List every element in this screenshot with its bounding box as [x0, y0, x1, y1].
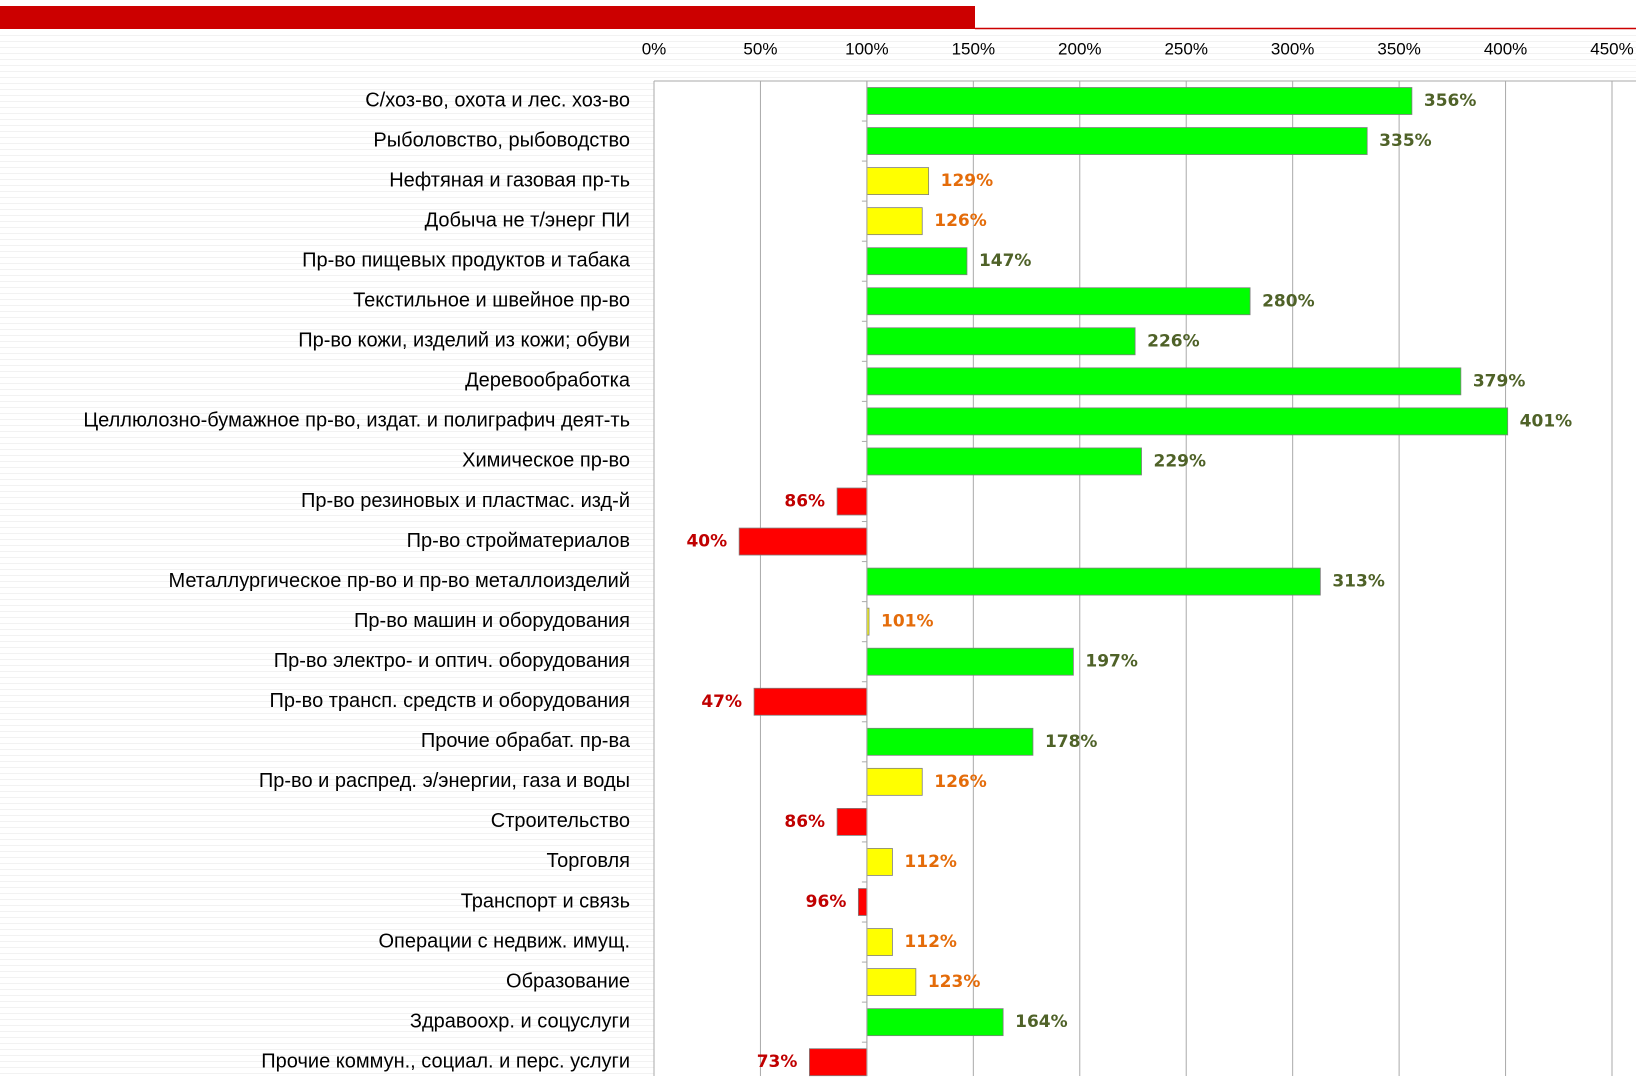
- category-label: Прочие коммун., социал. и перс. услуги: [261, 1050, 630, 1072]
- data-label: 226%: [1147, 331, 1200, 351]
- data-label: 379%: [1473, 371, 1526, 391]
- data-label: 40%: [686, 532, 727, 552]
- data-label: 96%: [806, 892, 847, 912]
- category-label: С/хоз-во, охота и лес. хоз-во: [365, 89, 630, 111]
- bar: [866, 367, 1462, 396]
- data-label: 401%: [1520, 411, 1573, 431]
- category-label: Целлюлозно-бумажное пр-во, издат. и поли…: [83, 410, 630, 432]
- category-label: Рыболовство, рыбоводство: [373, 129, 630, 151]
- category-label: Пр-во электро- и оптич. оборудования: [274, 650, 630, 672]
- bar: [866, 87, 1413, 115]
- bar: [836, 808, 868, 836]
- bar: [866, 327, 1136, 356]
- category-label: Добыча не т/энерг ПИ: [425, 209, 630, 231]
- data-label: 47%: [701, 692, 742, 712]
- category-label: Операции с недвиж. имущ.: [378, 930, 630, 952]
- data-label: 229%: [1154, 451, 1207, 471]
- data-label: 123%: [928, 972, 981, 992]
- bar: [866, 647, 1074, 676]
- category-label: Пр-во стройматериалов: [407, 530, 630, 552]
- data-label: 86%: [784, 812, 825, 832]
- data-label: 197%: [1085, 652, 1138, 672]
- category-label: Пр-во пищевых продуктов и табака: [302, 249, 631, 271]
- category-label: Пр-во и распред. э/энергии, газа и воды: [259, 770, 630, 792]
- data-label: 126%: [934, 772, 987, 792]
- bar: [866, 407, 1509, 436]
- bar: [866, 567, 1321, 596]
- data-label: 313%: [1332, 572, 1385, 592]
- data-label: 112%: [904, 852, 957, 872]
- category-label: Здравоохр. и соцуслуги: [410, 1010, 630, 1032]
- data-label: 147%: [979, 251, 1032, 271]
- x-tick-label: 450%: [1590, 39, 1633, 58]
- category-label: Текстильное и швейное пр-во: [353, 290, 630, 312]
- data-label: 112%: [904, 932, 957, 952]
- x-tick-label: 200%: [1058, 39, 1101, 58]
- category-label: Пр-во резиновых и пластмас. изд-й: [301, 490, 630, 512]
- data-label: 73%: [757, 1052, 798, 1072]
- bar: [753, 687, 868, 716]
- x-tick-label: 50%: [743, 39, 777, 58]
- header-bar: [0, 6, 975, 29]
- x-tick-label: 250%: [1164, 39, 1207, 58]
- bar: [866, 727, 1034, 756]
- bar: [866, 848, 893, 876]
- bar: [857, 888, 868, 916]
- category-label: Прочие обрабат. пр-ва: [421, 730, 631, 752]
- x-tick-label: 300%: [1271, 39, 1314, 58]
- category-label: Транспорт и связь: [461, 890, 630, 912]
- data-label: 126%: [934, 211, 987, 231]
- category-label: Торговля: [546, 850, 630, 872]
- bar: [866, 127, 1368, 155]
- category-label: Образование: [506, 970, 630, 992]
- category-label: Деревообработка: [465, 370, 631, 392]
- bar: [866, 207, 923, 236]
- bar: [836, 487, 868, 516]
- category-label: Металлургическое пр-во и пр-во металлоиз…: [168, 570, 630, 592]
- x-tick-label: 0%: [642, 39, 667, 58]
- data-label: 129%: [941, 171, 994, 191]
- data-label: 356%: [1424, 91, 1477, 111]
- bar: [866, 167, 930, 196]
- x-tick-label: 350%: [1377, 39, 1420, 58]
- category-label: Пр-во машин и оборудования: [354, 610, 630, 632]
- category-label: Пр-во трансп. средств и оборудования: [270, 690, 630, 712]
- category-label: Химическое пр-во: [462, 450, 630, 472]
- x-tick-label: 400%: [1484, 39, 1527, 58]
- bar: [866, 968, 917, 996]
- x-tick-label: 150%: [952, 39, 995, 58]
- data-label: 164%: [1015, 1012, 1068, 1032]
- category-label: Пр-во кожи, изделий из кожи; обуви: [298, 330, 630, 352]
- bar: [809, 1048, 868, 1077]
- x-tick-label: 100%: [845, 39, 888, 58]
- data-label: 178%: [1045, 732, 1098, 752]
- bar: [866, 767, 923, 796]
- bar: [866, 928, 893, 956]
- bar: [866, 447, 1142, 476]
- data-label: 101%: [881, 612, 934, 632]
- bar: [866, 247, 968, 276]
- data-label: 335%: [1379, 131, 1432, 151]
- bar: [866, 1008, 1004, 1037]
- category-label: Строительство: [491, 810, 630, 832]
- category-label: Нефтяная и газовая пр-ть: [389, 169, 630, 191]
- data-label: 280%: [1262, 291, 1315, 311]
- bar: [866, 287, 1251, 316]
- data-label: 86%: [784, 492, 825, 512]
- bar: [738, 527, 868, 556]
